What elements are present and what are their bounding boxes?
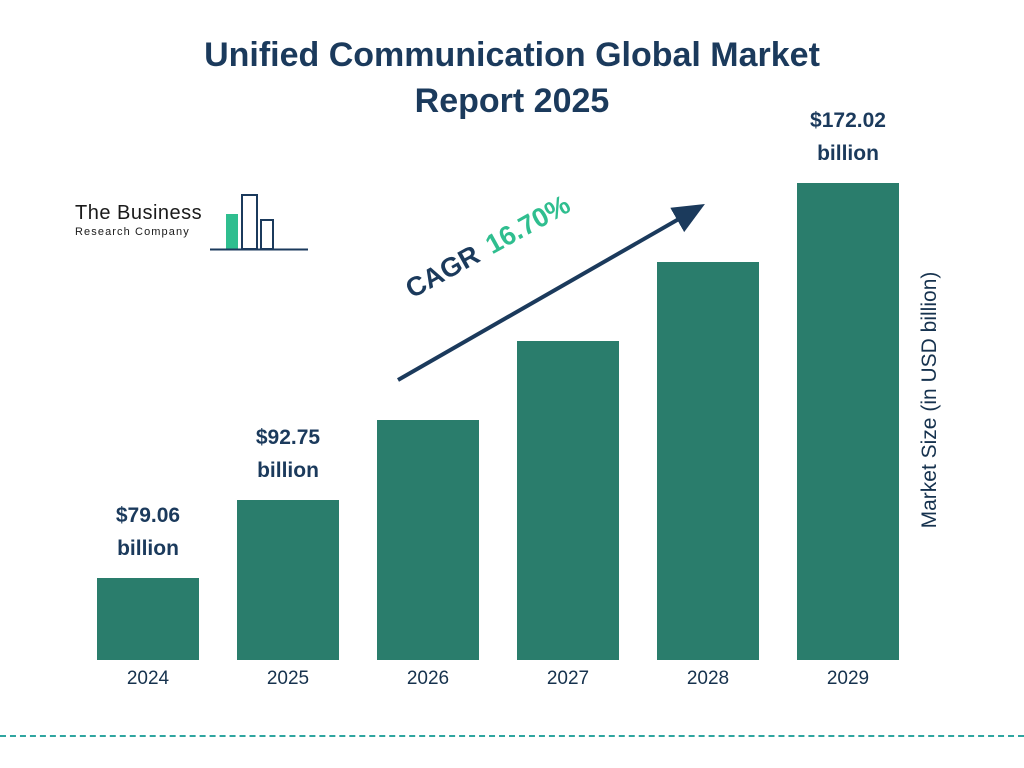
bar-2025 bbox=[237, 500, 339, 660]
bar-2026 bbox=[377, 420, 479, 660]
bar-2027 bbox=[517, 341, 619, 660]
x-tick-2024: 2024 bbox=[126, 668, 170, 689]
bar-column-2028 bbox=[638, 100, 778, 660]
chart-title-line1: Unified Communication Global Market bbox=[204, 36, 820, 74]
x-tick-2025: 2025 bbox=[266, 668, 310, 689]
value-label-2029: $172.02 billion bbox=[810, 108, 886, 166]
x-tick-2027: 2027 bbox=[546, 668, 590, 689]
bar-column-2027 bbox=[498, 100, 638, 660]
x-axis-tick-labels: 2024 2025 2026 2027 2028 2029 bbox=[78, 668, 918, 690]
y-axis-label: Market Size (in USD billion) bbox=[918, 271, 941, 529]
bar-column-2029: $172.02 billion bbox=[778, 100, 918, 660]
bottom-dashed-divider bbox=[0, 735, 1024, 737]
bar-2028 bbox=[657, 262, 759, 660]
bar-column-2025: $92.75 billion bbox=[218, 100, 358, 660]
chart-title-line2: Report 2025 bbox=[414, 81, 610, 120]
x-tick-2028: 2028 bbox=[686, 668, 730, 689]
value-label-2024: $79.06 billion bbox=[115, 503, 181, 561]
x-tick-2029: 2029 bbox=[826, 668, 870, 689]
chart-title: Unified Communication Global Market Repo… bbox=[0, 33, 1024, 125]
bar-2029 bbox=[797, 183, 899, 660]
bar-column-2024: $79.06 billion bbox=[78, 100, 218, 660]
bar-chart-plot-area: $79.06 billion $92.75 billion $172.02 billion bbox=[78, 100, 918, 660]
company-logo-text: The Business Research Company bbox=[75, 202, 202, 238]
logo-name: The Business bbox=[75, 202, 203, 224]
company-logo: The Business Research Company bbox=[75, 190, 312, 256]
x-tick-2026: 2026 bbox=[406, 668, 450, 689]
value-label-2025: $92.75 billion bbox=[255, 425, 321, 483]
logo-subname: Research Company bbox=[75, 226, 190, 238]
logo-bar-chart-icon bbox=[210, 194, 309, 251]
bar-2024 bbox=[97, 578, 199, 660]
bar-column-2026 bbox=[358, 100, 498, 660]
